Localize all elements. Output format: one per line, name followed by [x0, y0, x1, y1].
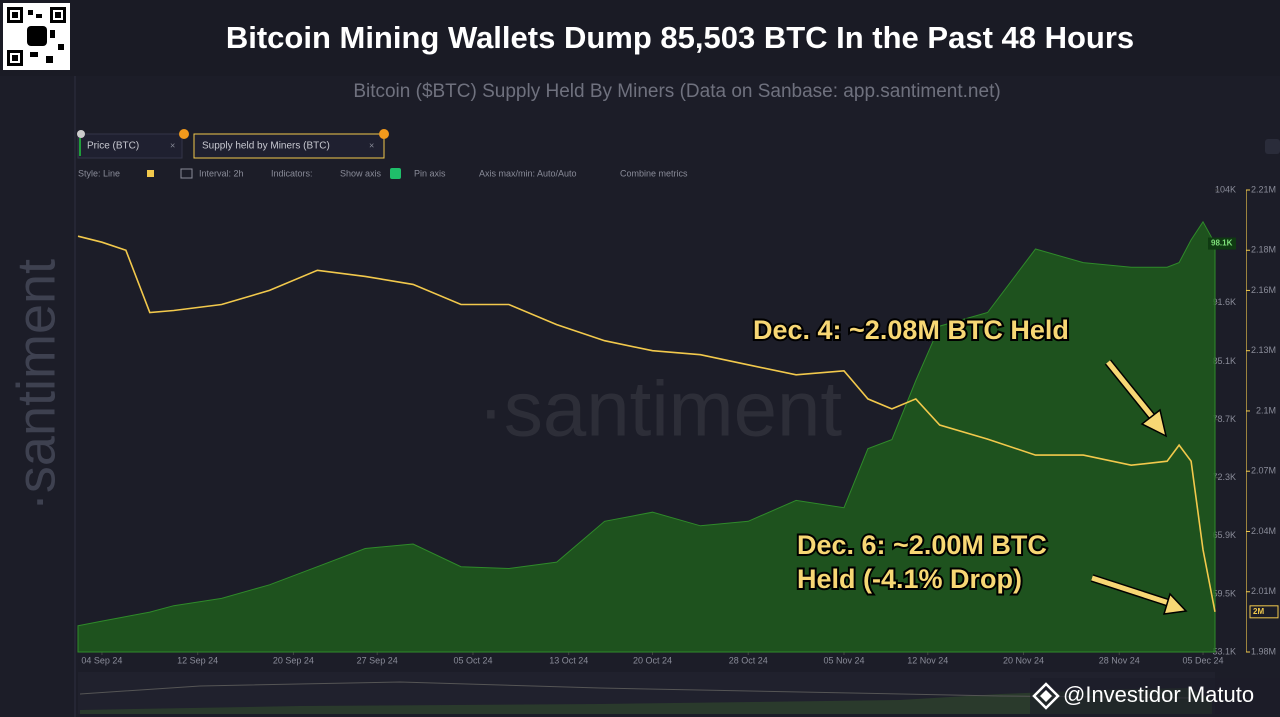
x-tick-label: 12 Nov 24 — [907, 655, 948, 665]
x-tick-label: 13 Oct 24 — [549, 655, 588, 665]
color-swatch[interactable] — [147, 170, 154, 177]
title: Bitcoin Mining Wallets Dump 85,503 BTC I… — [226, 20, 1134, 55]
settings-button[interactable] — [1265, 139, 1280, 154]
tab-badge — [379, 129, 389, 139]
checkbox[interactable] — [390, 168, 401, 179]
interval-icon — [180, 168, 193, 179]
pin-axis-control[interactable]: Pin axis — [414, 168, 446, 178]
y2-tick-label: 2.1M — [1256, 405, 1276, 415]
supply-line — [77, 235, 1216, 612]
center-watermark: ·santiment — [478, 365, 842, 453]
x-tick-label: 04 Sep 24 — [81, 655, 122, 665]
y-tick-label: 78.7K — [1212, 414, 1236, 424]
tab[interactable] — [77, 133, 183, 159]
annotation: Dec. 6: ~2.00M BTC — [797, 530, 1047, 560]
y2-tick-label: 2.16M — [1251, 285, 1276, 295]
annotation-arrows — [1090, 359, 1188, 615]
y-tick-label: 72.3K — [1212, 472, 1236, 482]
tab-label[interactable]: Price (BTC) — [87, 141, 139, 152]
qr-code — [3, 3, 70, 70]
x-tick-label: 20 Sep 24 — [273, 655, 314, 665]
y2-tick-label: 1.98M — [1251, 646, 1276, 656]
y-tick-label: 59.5K — [1212, 588, 1236, 598]
annotation: Dec. 4: ~2.08M BTC Held — [753, 315, 1069, 345]
y2-tick-label: 2.07M — [1251, 466, 1276, 476]
value-badge — [1208, 237, 1236, 250]
x-tick-label: 05 Dec 24 — [1183, 655, 1224, 665]
value-label: 98.1K — [1211, 239, 1233, 248]
tab-label[interactable]: Supply held by Miners (BTC) — [202, 141, 330, 152]
header-band — [0, 0, 1280, 76]
x-tick-label: 28 Nov 24 — [1099, 655, 1140, 665]
annotation: Held (-4.1% Drop) — [797, 564, 1022, 594]
y2-tick-label: 2.01M — [1251, 586, 1276, 596]
tab-marker — [79, 138, 81, 156]
x-tick-label: 20 Nov 24 — [1003, 655, 1044, 665]
y2-tick-label: 2.04M — [1251, 526, 1276, 536]
y-tick-label: 104K — [1215, 184, 1236, 194]
tab[interactable] — [193, 133, 385, 159]
x-tick-label: 27 Sep 24 — [357, 655, 398, 665]
y2-axis-line — [1246, 190, 1247, 652]
side-watermark: ·santiment — [6, 259, 66, 511]
lock-icon — [77, 130, 85, 138]
combine-control[interactable]: Combine metrics — [620, 168, 688, 178]
price-area — [77, 220, 1216, 653]
plot: 104K 91.6K 85.1K 78.7K 72.3K 65.9K 59.5K 53.1K 2… — [77, 184, 1279, 665]
x-tick-label: 12 Sep 24 — [177, 655, 218, 665]
indicators-control[interactable]: Indicators: — [271, 168, 313, 178]
value-label: 2M — [1253, 607, 1264, 616]
tab-close[interactable]: × — [170, 140, 175, 150]
x-tick-label: 05 Oct 24 — [453, 655, 492, 665]
interval-control[interactable]: Interval: 2h — [199, 168, 244, 178]
credit: @Investidor Matuto — [1063, 682, 1254, 707]
value-badge — [1249, 605, 1279, 619]
x-tick-label: 28 Oct 24 — [729, 655, 768, 665]
style-control[interactable]: Style: Line — [78, 168, 120, 178]
y2-tick-label: 2.13M — [1251, 345, 1276, 355]
y-tick-label: 91.6K — [1212, 297, 1236, 307]
navigator — [78, 672, 1215, 714]
x-tick-label: 20 Oct 24 — [633, 655, 672, 665]
y-tick-label: 85.1K — [1212, 356, 1236, 366]
x-tick-label: 05 Nov 24 — [823, 655, 864, 665]
axis-range-control[interactable]: Axis max/min: Auto/Auto — [479, 168, 577, 178]
tab-badge — [179, 129, 189, 139]
y2-tick-label: 2.18M — [1251, 245, 1276, 255]
toolbar: Price (BTC) × Supply held by Miners (BTC… — [77, 129, 1280, 179]
y-tick-label: 53.1K — [1212, 646, 1236, 656]
credit-badge: @Investidor Matuto — [1030, 678, 1280, 714]
subtitle: Bitcoin ($BTC) Supply Held By Miners (Da… — [353, 81, 1000, 102]
tab-close[interactable]: × — [369, 140, 374, 150]
y2-tick-label: 2.21M — [1251, 184, 1276, 194]
y-tick-label: 65.9K — [1212, 530, 1236, 540]
show-axis-control[interactable]: Show axis — [340, 168, 382, 178]
